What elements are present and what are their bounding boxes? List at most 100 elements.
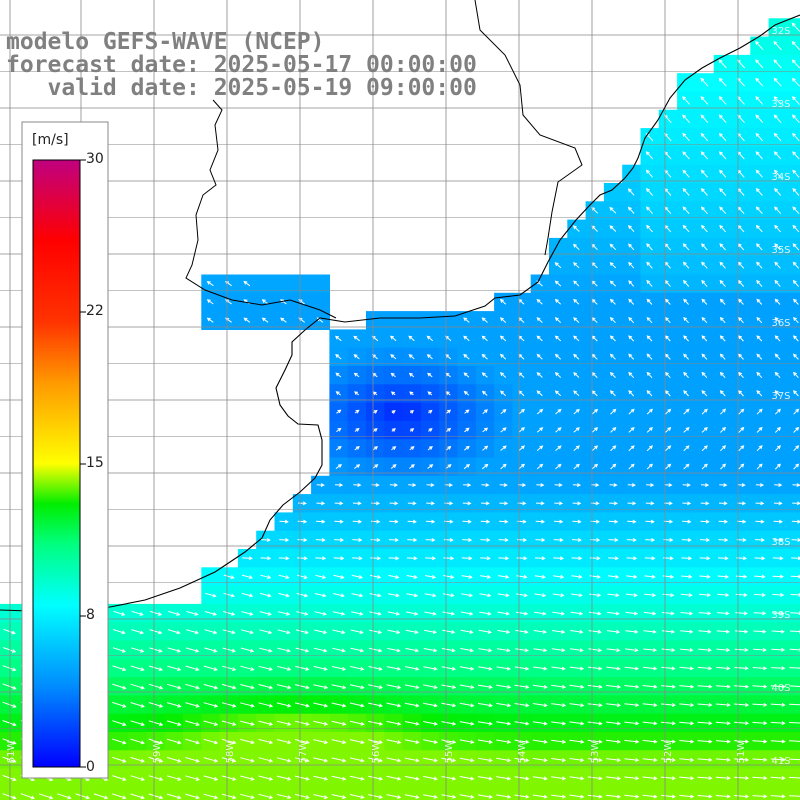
wind-arrow xyxy=(536,463,544,470)
field-cell xyxy=(677,786,696,800)
longitude-label: 58W xyxy=(225,741,236,764)
wind-arrow xyxy=(642,684,658,689)
wind-arrow xyxy=(294,684,310,690)
wind-arrow xyxy=(737,501,747,506)
wind-arrow xyxy=(518,463,526,470)
wind-arrow xyxy=(258,665,273,671)
wind-arrow xyxy=(391,428,396,432)
wind-arrow xyxy=(770,776,786,780)
wind-arrow xyxy=(535,537,546,542)
wind-arrow xyxy=(515,611,529,616)
wind-speed-field xyxy=(0,18,800,800)
colorbar-tick-label: 0 xyxy=(86,759,95,775)
wind-arrow xyxy=(500,409,507,415)
wind-arrow xyxy=(700,151,709,160)
wind-arrow xyxy=(496,684,512,689)
wind-arrow xyxy=(679,757,695,762)
wind-arrow xyxy=(715,702,731,707)
wind-arrow xyxy=(681,574,693,579)
field-cell xyxy=(475,786,495,800)
wind-arrow xyxy=(222,629,236,635)
wind-arrow xyxy=(756,279,763,287)
wind-arrow xyxy=(573,427,580,433)
wind-arrow xyxy=(569,666,585,671)
wind-arrow xyxy=(680,629,694,634)
longitude-label: 57W xyxy=(298,741,309,764)
wind-arrow xyxy=(683,279,690,287)
wind-arrow xyxy=(624,721,640,726)
wind-arrow xyxy=(496,739,512,744)
wind-arrow xyxy=(774,390,781,397)
wind-arrow xyxy=(645,519,655,524)
field-cell xyxy=(786,237,800,257)
wind-arrow xyxy=(314,593,327,598)
wind-arrow xyxy=(755,206,763,215)
wind-arrow xyxy=(701,224,708,233)
wind-arrow xyxy=(734,684,750,689)
wind-arrow xyxy=(646,463,653,470)
wind-arrow xyxy=(642,703,658,707)
wind-arrow xyxy=(660,776,676,781)
wind-arrow xyxy=(606,666,621,671)
wind-arrow xyxy=(573,408,580,415)
wind-arrow xyxy=(792,353,799,360)
field-cell xyxy=(786,183,800,202)
wind-arrow xyxy=(500,463,507,470)
wind-arrow xyxy=(551,794,567,799)
wind-arrow xyxy=(240,665,255,671)
wind-arrow xyxy=(660,757,676,762)
wind-arrow xyxy=(460,648,474,653)
wind-arrow xyxy=(627,483,636,487)
wind-arrow xyxy=(661,629,676,634)
field-cell xyxy=(786,274,800,294)
wind-arrow xyxy=(496,794,512,799)
field-cell xyxy=(786,366,800,385)
wind-arrow xyxy=(349,794,365,799)
wind-arrow xyxy=(424,629,438,634)
wind-arrow xyxy=(793,408,800,415)
wind-arrow xyxy=(534,611,547,616)
wind-arrow xyxy=(496,648,511,653)
wind-arrow xyxy=(409,446,415,451)
wind-arrow xyxy=(789,776,800,780)
wind-arrow xyxy=(499,483,508,487)
wind-arrow xyxy=(628,261,635,269)
wind-arrow xyxy=(514,757,530,763)
wind-arrow xyxy=(536,317,543,323)
wind-arrow xyxy=(443,575,455,579)
wind-arrow xyxy=(112,720,127,727)
wind-arrow xyxy=(591,445,599,451)
wind-arrow xyxy=(535,501,545,506)
wind-arrow xyxy=(368,757,384,763)
wind-arrow xyxy=(313,794,329,799)
field-cell xyxy=(786,420,800,440)
wind-arrow xyxy=(130,702,145,708)
wind-arrow xyxy=(336,427,342,433)
wind-arrow xyxy=(148,775,164,781)
wind-arrow xyxy=(334,501,344,506)
wind-arrow xyxy=(459,684,475,689)
wind-arrow xyxy=(185,738,200,745)
colorbar-tick-marks xyxy=(80,159,86,768)
wind-arrow xyxy=(735,629,749,634)
wind-arrow xyxy=(463,335,470,342)
wind-arrow xyxy=(771,666,786,671)
wind-arrow xyxy=(644,574,656,579)
wind-arrow xyxy=(240,738,255,745)
wind-arrow xyxy=(499,317,507,323)
wind-arrow xyxy=(149,610,163,616)
wind-arrow xyxy=(354,427,360,432)
wind-arrow xyxy=(752,684,768,689)
wind-arrow xyxy=(553,519,564,524)
wind-arrow xyxy=(223,611,236,616)
wind-arrow xyxy=(406,575,418,579)
field-cell xyxy=(786,73,800,93)
wind-arrow xyxy=(700,188,708,196)
wind-arrow xyxy=(701,261,708,269)
wind-arrow xyxy=(717,574,730,579)
wind-arrow xyxy=(499,519,509,524)
wind-arrow xyxy=(628,298,635,305)
wind-arrow xyxy=(774,206,782,215)
